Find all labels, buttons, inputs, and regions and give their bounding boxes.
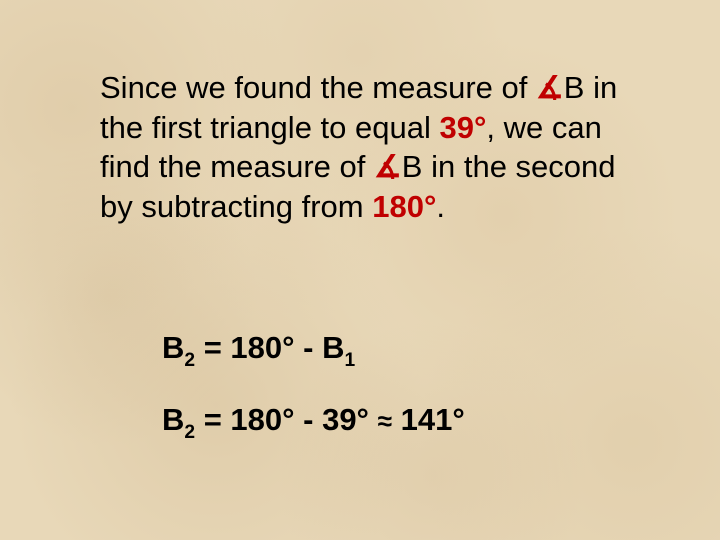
approx-symbol: ≈	[378, 406, 392, 436]
text-segment: B	[564, 70, 585, 105]
text-segment: Since we found the measure of	[100, 70, 536, 105]
equation-text: = 180° - B	[195, 330, 344, 365]
equation-1: B2 = 180° - B1	[162, 330, 355, 371]
angle-icon: ∡	[374, 149, 402, 184]
text-segment: B	[402, 149, 423, 184]
subscript: 2	[184, 350, 195, 371]
highlight-value: 180°	[372, 189, 436, 224]
explanation-paragraph: Since we found the measure of ∡B in the …	[100, 68, 630, 227]
highlight-value: 39°	[439, 110, 486, 145]
equation-text: B	[162, 402, 184, 437]
subscript: 1	[344, 350, 355, 371]
equation-text: = 180° - 39°	[195, 402, 378, 437]
equation-2: B2 = 180° - 39° ≈ 141°	[162, 402, 465, 443]
angle-icon: ∡	[536, 70, 564, 105]
slide: Since we found the measure of ∡B in the …	[0, 0, 720, 540]
text-segment: .	[436, 189, 445, 224]
equation-text: B	[162, 330, 184, 365]
subscript: 2	[184, 422, 195, 443]
equation-text: 141°	[392, 402, 465, 437]
